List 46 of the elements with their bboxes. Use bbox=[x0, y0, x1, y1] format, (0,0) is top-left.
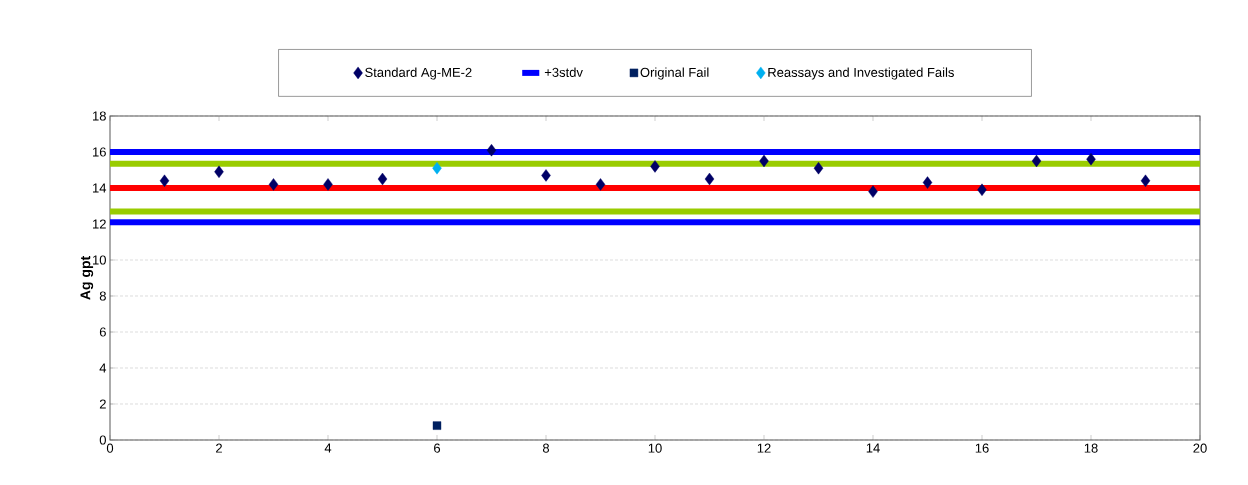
x-tick-label: 12 bbox=[757, 443, 771, 453]
point bbox=[541, 169, 551, 182]
y-tick-label: 0 bbox=[99, 435, 106, 445]
y-tick-label: 2 bbox=[99, 399, 106, 409]
point bbox=[922, 176, 933, 189]
y-tick-label: 14 bbox=[93, 183, 107, 193]
x-tick-label: 6 bbox=[434, 443, 441, 453]
point bbox=[377, 172, 388, 186]
y-tick-label: 12 bbox=[93, 219, 106, 229]
point bbox=[214, 165, 224, 178]
point bbox=[323, 178, 333, 191]
point bbox=[977, 183, 987, 196]
point bbox=[650, 160, 660, 173]
x-tick-label: 0 bbox=[106, 443, 114, 453]
point bbox=[1086, 153, 1096, 166]
y-tick-label: 16 bbox=[93, 147, 106, 157]
y-tick-label: 6 bbox=[99, 327, 106, 337]
point bbox=[432, 421, 442, 430]
y-tick-label: 10 bbox=[93, 255, 106, 265]
x-tick-label: 2 bbox=[216, 443, 222, 453]
y-axis-title: Ag gpt bbox=[80, 256, 94, 300]
y-tick-label: 4 bbox=[99, 363, 107, 373]
y-tick-label: 18 bbox=[93, 111, 106, 121]
point bbox=[268, 178, 279, 191]
x-tick-label: 14 bbox=[866, 443, 880, 453]
point bbox=[159, 174, 170, 187]
x-tick-label: 20 bbox=[1193, 443, 1207, 453]
point bbox=[813, 162, 824, 175]
legend-label: Reassays and Investigated Fails bbox=[768, 67, 954, 80]
x-tick-label: 4 bbox=[324, 443, 332, 453]
point bbox=[1031, 154, 1042, 168]
legend-label: +3stdv bbox=[544, 67, 583, 77]
legend-label: Original Fail bbox=[640, 67, 709, 80]
point bbox=[595, 178, 606, 191]
x-tick-label: 18 bbox=[1084, 443, 1098, 453]
point bbox=[704, 172, 715, 186]
point bbox=[868, 185, 878, 198]
x-tick-label: 16 bbox=[975, 443, 989, 453]
y-tick-label: 8 bbox=[99, 291, 106, 301]
x-tick-label: 8 bbox=[542, 443, 550, 453]
point bbox=[432, 162, 442, 175]
legend-label: Standard Ag-ME-2 bbox=[365, 67, 472, 80]
point bbox=[759, 154, 769, 168]
x-tick-label: 10 bbox=[648, 443, 662, 453]
point bbox=[1140, 174, 1151, 187]
point bbox=[486, 144, 497, 157]
